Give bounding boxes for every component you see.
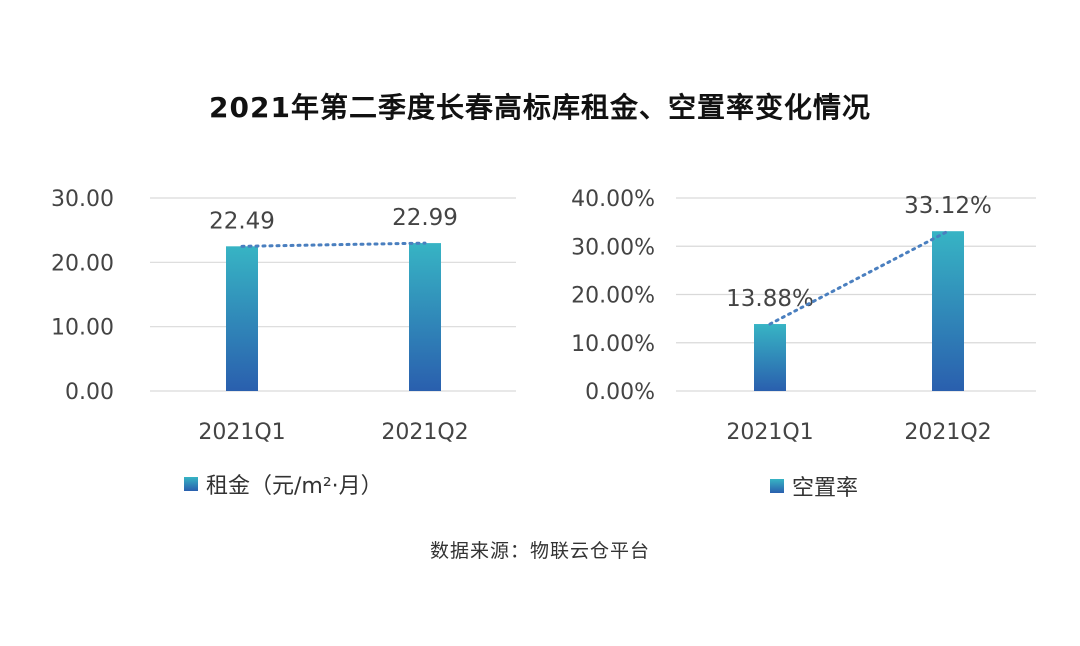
data-label: 33.12%	[904, 193, 992, 219]
rent-legend-label: 租金（元/m²·月）	[206, 474, 383, 499]
x-tick-label: 2021Q1	[726, 420, 813, 445]
data-label: 22.99	[392, 205, 458, 231]
y-tick-label: 20.00	[51, 251, 114, 276]
vacancy-legend-label: 空置率	[792, 476, 859, 501]
y-tick-label: 40.00%	[571, 187, 655, 212]
legend-swatch	[770, 479, 784, 493]
y-tick-label: 10.00	[51, 316, 114, 341]
y-tick-label: 0.00%	[585, 380, 655, 405]
chart-title: 2021年第二季度长春高标库租金、空置率变化情况	[209, 91, 871, 124]
y-tick-label: 10.00%	[571, 332, 655, 357]
legend-swatch	[184, 477, 198, 491]
vacancy-legend: 空置率	[770, 470, 858, 502]
bar	[409, 243, 441, 391]
x-tick-label: 2021Q2	[904, 420, 991, 445]
y-tick-label: 30.00	[51, 187, 114, 212]
rent-legend: 租金（元/m²·月）	[184, 468, 383, 500]
data-label: 13.88%	[726, 286, 814, 312]
y-tick-label: 20.00%	[571, 284, 655, 309]
trendline	[240, 241, 427, 248]
vacancy-chart: 0.00% 10.00% 20.00% 30.00% 40.00% 13.88% 2021Q…	[571, 187, 1036, 445]
x-tick-label: 2021Q2	[381, 420, 468, 445]
bar	[754, 324, 786, 391]
trendline	[768, 229, 950, 326]
data-label: 22.49	[209, 208, 275, 234]
bar	[226, 246, 258, 391]
x-tick-label: 2021Q1	[198, 420, 285, 445]
y-tick-label: 30.00%	[571, 235, 655, 260]
data-source: 数据来源：物联云仓平台	[429, 540, 650, 562]
rent-chart: 0.00 10.00 20.00 30.00 22.49 2021Q1 22.99 2021Q…	[51, 187, 516, 445]
y-tick-label: 0.00	[65, 380, 114, 405]
bar	[932, 231, 964, 391]
